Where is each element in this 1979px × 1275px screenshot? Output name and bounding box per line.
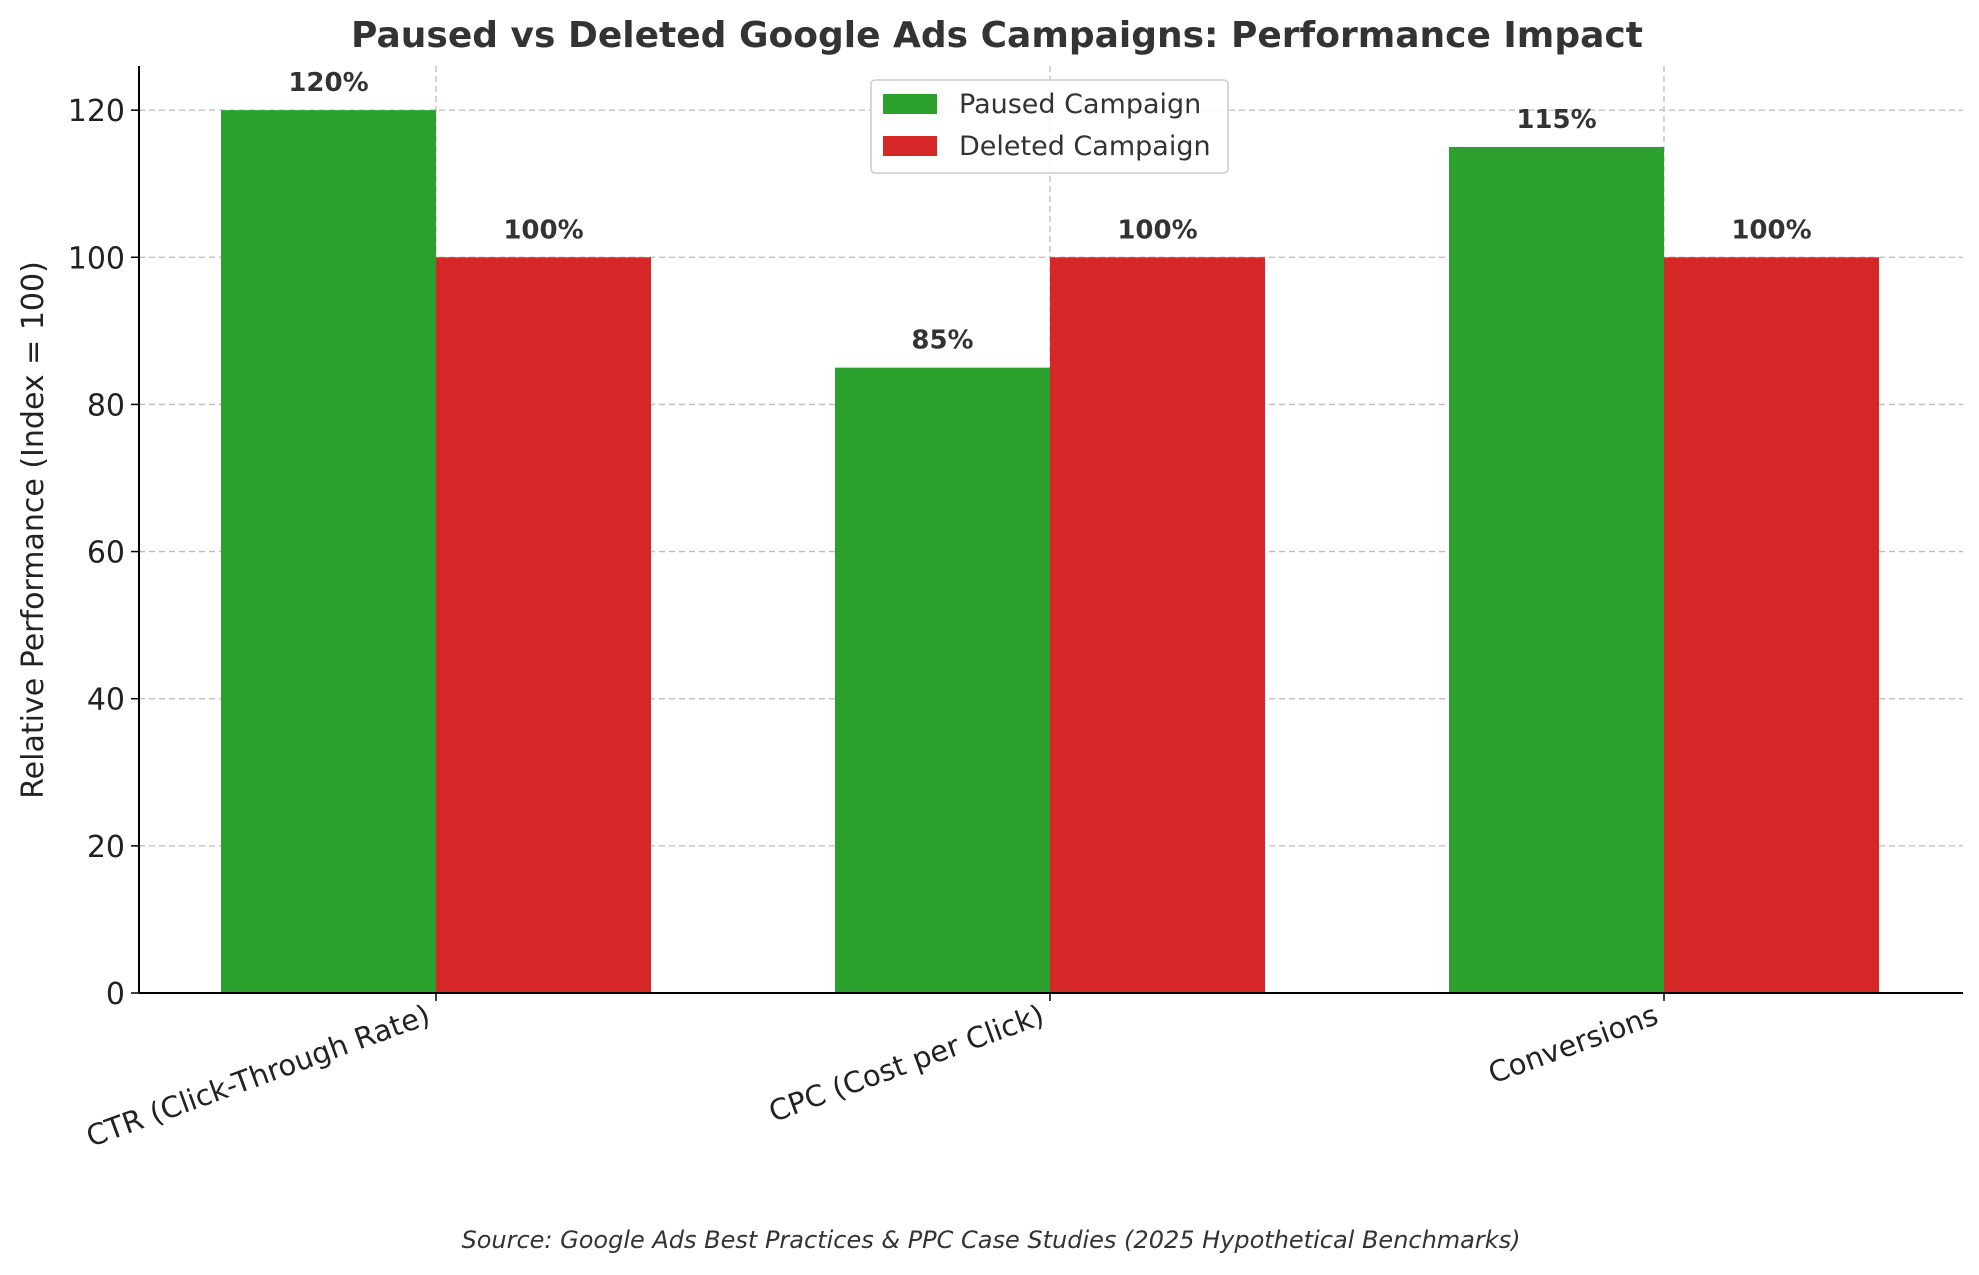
chart-title: Paused vs Deleted Google Ads Campaigns: … [351,15,1643,56]
bar [835,367,1050,994]
bar-value-label: 100% [1731,215,1811,245]
bar-value-label: 100% [1117,215,1197,245]
bar [436,257,651,993]
legend-entry: Deleted Campaign [959,131,1211,162]
y-ticks: 0 20 40 60 80 100 120 [68,94,139,1012]
bar [1050,257,1265,993]
legend-swatch [883,94,937,114]
bar [1449,146,1664,993]
bar [221,110,436,993]
bar-value-label: 100% [503,215,583,245]
y-tick-label: 60 [87,536,125,571]
bar-value-label: 115% [1516,105,1596,135]
x-tick-label: CTR (Click-Through Rate) [82,998,435,1154]
y-tick-label: 0 [106,977,125,1012]
x-ticks: CTR (Click-Through Rate) CPC (Cost per Cl… [82,993,1665,1154]
x-tick-label: Conversions [1484,998,1663,1091]
bar-value-label: 120% [288,68,368,98]
y-axis-label: Relative Performance (Index = 100) [16,261,51,799]
x-tick-label: CPC (Cost per Click) [764,998,1048,1129]
y-tick-label: 40 [87,683,125,718]
source-note: Source: Google Ads Best Practices & PPC … [461,1226,1520,1254]
y-tick-label: 20 [87,830,125,865]
value-labels: 120% 85% 115% 100% 100% 100% [288,68,1811,356]
legend: Paused Campaign Deleted Campaign [870,79,1229,174]
y-tick-label: 120 [68,94,125,129]
bar [1664,257,1879,993]
bar-value-label: 85% [911,326,973,356]
bars [221,110,1879,994]
axes [138,66,1963,994]
legend-entry: Paused Campaign [959,89,1201,120]
legend-swatch [883,136,937,156]
y-tick-label: 80 [87,388,125,423]
y-tick-label: 100 [68,241,125,276]
legend-box [870,79,1229,174]
